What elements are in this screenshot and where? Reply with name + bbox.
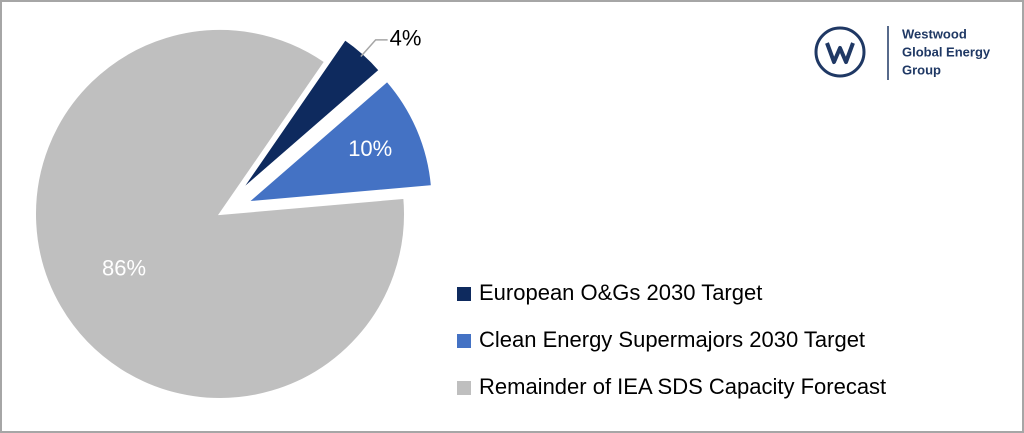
logo-circle	[814, 26, 866, 78]
legend-swatch	[457, 381, 471, 395]
data-label: 4%	[390, 26, 422, 51]
pie-slice	[34, 28, 406, 400]
logo-text: Westwood	[902, 26, 967, 41]
logo-text: Global Energy	[902, 44, 991, 59]
data-label: 10%	[348, 136, 392, 161]
legend-label: European O&Gs 2030 Target	[479, 280, 762, 305]
pie-slice	[244, 79, 433, 204]
data-label: 86%	[102, 256, 146, 281]
legend-swatch	[457, 287, 471, 301]
leader-line	[360, 39, 388, 57]
logo: Westwood Global Energy Group	[814, 26, 991, 80]
logo-text: Group	[902, 62, 941, 77]
legend-swatch	[457, 334, 471, 348]
legend-label: Clean Energy Supermajors 2030 Target	[479, 327, 865, 352]
logo-mark	[825, 42, 855, 64]
legend-label: Remainder of IEA SDS Capacity Forecast	[479, 374, 886, 399]
